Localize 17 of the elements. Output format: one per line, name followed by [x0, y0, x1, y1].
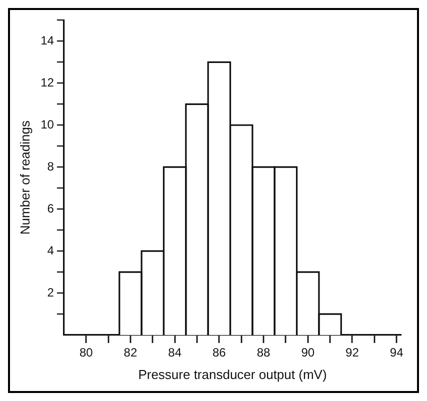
- y-tick-label: 4: [47, 243, 54, 258]
- x-tick-label: 88: [256, 346, 271, 360]
- y-axis-title: Number of readings: [17, 120, 32, 235]
- x-tick-label: 84: [168, 346, 182, 360]
- x-tick-label: 80: [79, 346, 94, 360]
- x-tick-label: 86: [212, 346, 226, 360]
- x-tick-label: 92: [346, 346, 360, 360]
- x-tick-label: 82: [124, 346, 138, 360]
- y-tick-label: 14: [40, 34, 54, 48]
- y-tick-label: 12: [40, 75, 54, 90]
- y-tick-label: 6: [47, 201, 54, 216]
- y-tick-label: 10: [40, 117, 54, 132]
- x-axis-title: Pressure transducer output (mV): [138, 366, 327, 382]
- y-tick-label: 2: [47, 285, 54, 300]
- x-tick-label: 90: [301, 346, 315, 360]
- y-tick-label: 8: [47, 159, 54, 174]
- x-tick-label: 94: [390, 346, 404, 360]
